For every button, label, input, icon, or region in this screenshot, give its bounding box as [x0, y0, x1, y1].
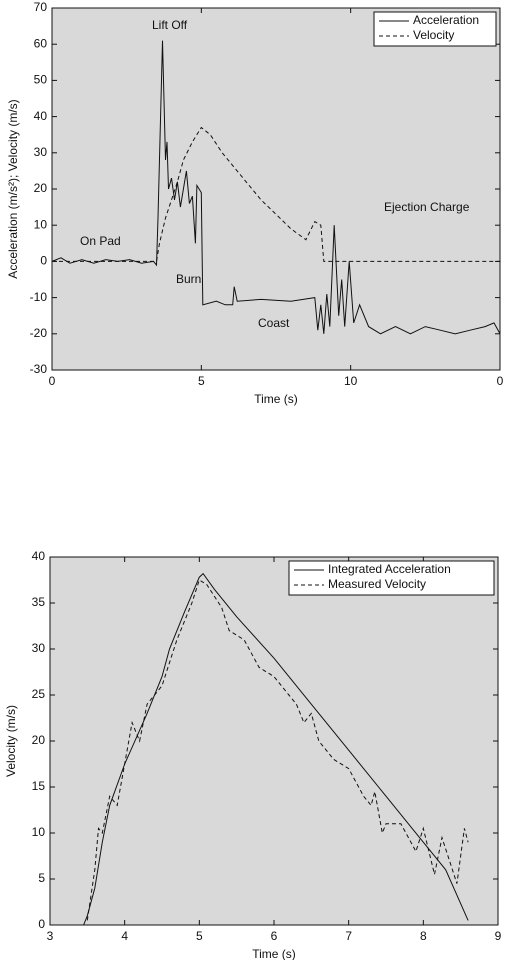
y-tick-label: 40 [34, 109, 48, 123]
x-tick-label: 7 [345, 929, 352, 943]
y-tick-label: 40 [32, 549, 46, 563]
y-tick-label: 20 [34, 181, 48, 195]
y-tick-label: 30 [34, 145, 48, 159]
y-tick-label: 10 [32, 825, 46, 839]
legend-label: Integrated Acceleration [328, 562, 451, 576]
x-tick-label: 4 [121, 929, 128, 943]
x-axis-label: Time (s) [252, 947, 296, 960]
y-tick-label: 15 [32, 779, 46, 793]
y-tick-label: 5 [38, 871, 45, 885]
line-series [86, 579, 469, 921]
annotation: Coast [258, 316, 290, 330]
x-tick-label: 5 [196, 929, 203, 943]
line-series [51, 40, 501, 335]
plot-area [49, 556, 499, 926]
y-tick-label: -30 [30, 362, 48, 376]
annotation: Burn [176, 272, 201, 286]
x-tick-label: 6 [271, 929, 278, 943]
line-series [52, 126, 500, 262]
x-tick-label: 0 [497, 374, 504, 388]
y-tick-label: -20 [30, 326, 48, 340]
y-tick-label: 10 [34, 217, 48, 231]
legend-label: Acceleration [413, 13, 479, 27]
y-tick-label: 60 [34, 36, 48, 50]
x-tick-label: 8 [420, 929, 427, 943]
x-tick-label: 10 [344, 374, 358, 388]
y-tick-label: 20 [32, 733, 46, 747]
x-tick-label: 0 [49, 374, 56, 388]
legend-box [288, 560, 495, 596]
legend-label: Measured Velocity [328, 577, 426, 591]
y-tick-label: -10 [30, 290, 48, 304]
x-tick-label: 9 [495, 929, 502, 943]
y-tick-label: 70 [34, 0, 48, 14]
y-tick-label: 50 [34, 73, 48, 87]
x-tick-label: 3 [47, 929, 54, 943]
x-tick-label: 5 [198, 374, 205, 388]
legend-label: Velocity [413, 28, 454, 42]
annotation: Ejection Charge [384, 200, 470, 214]
y-tick-label: 35 [32, 595, 46, 609]
y-tick-label: 25 [32, 687, 46, 701]
y-tick-label: 30 [32, 641, 46, 655]
y-axis-label: Acceleration (m/s²); Velocity (m/s) [6, 99, 20, 278]
legend-box [373, 11, 497, 47]
annotation: Lift Off [152, 18, 188, 32]
plot-area [51, 7, 501, 371]
line-series [83, 572, 469, 926]
chart: 0 5 10 15 20 25 30 35 40 3 4 5 6 7 8 9 Time (s) Velocity … [4, 549, 501, 960]
chart: -30 -20 -10 0 10 20 30 40 50 60 70 0 5 10 0 Time (s) Acc… [6, 0, 503, 406]
y-axis-label: Velocity (m/s) [4, 705, 18, 777]
annotation: On Pad [80, 234, 121, 248]
y-tick-label: 0 [38, 917, 45, 931]
y-tick-label: 0 [40, 254, 47, 268]
x-axis-label: Time (s) [254, 392, 298, 406]
